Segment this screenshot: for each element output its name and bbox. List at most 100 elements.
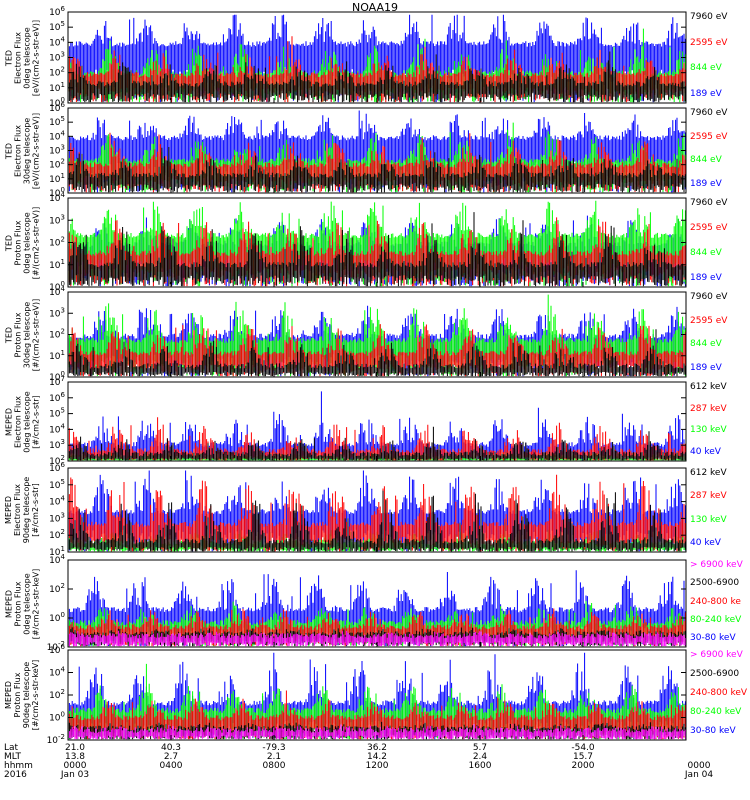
legend-entry: 612 keV	[690, 382, 727, 392]
legend-entry: 287 keV	[690, 403, 727, 414]
y-tick-label: 106	[49, 643, 65, 656]
legend-entry: 189 eV	[690, 273, 722, 283]
y-tick-label: 101	[49, 172, 65, 185]
legend-entry: 189 eV	[690, 179, 722, 189]
y-tick-label: 104	[49, 191, 65, 204]
y-tick-label: 105	[49, 407, 65, 420]
y-tick-label: 102	[49, 528, 65, 541]
legend-entry: 844 eV	[690, 248, 722, 258]
y-tick-label: 100	[49, 96, 65, 109]
footer-hhmm: 0800	[262, 761, 286, 771]
legend-entry: 2595 eV	[690, 131, 728, 142]
legend-entry: 189 eV	[690, 89, 722, 99]
y-tick-label: 106	[49, 461, 65, 474]
legend-entry: 2595 eV	[690, 37, 728, 48]
footer-date: Jan 03	[60, 770, 90, 780]
y-tick-label: 104	[49, 35, 65, 48]
y-tick-label: 101	[49, 81, 65, 94]
y-tick-label: 106	[49, 391, 65, 404]
y-tick-label: 103	[49, 51, 65, 64]
y-tick-label: 103	[49, 438, 65, 451]
y-tick-label: 100	[49, 611, 65, 624]
panel-legend: 7960 eV 2595 eV 844 eV 189 eV	[690, 198, 750, 287]
panel-legend: 7960 eV 2595 eV 844 eV 189 eV	[690, 12, 750, 103]
legend-entry: > 6900 keV	[690, 560, 743, 570]
y-tick-label: 102	[49, 688, 65, 701]
legend-entry: 7960 eV	[690, 198, 728, 208]
y-tick-label: 10-2	[47, 640, 65, 653]
legend-entry: 240-800 ke	[690, 596, 741, 607]
footer-row-label: Lat	[4, 743, 19, 753]
y-tick-label: 101	[49, 349, 65, 362]
y-tick-label: 106	[49, 5, 65, 18]
y-tick-label: 103	[49, 213, 65, 226]
legend-entry: 40 keV	[690, 538, 721, 548]
y-tick-label: 104	[49, 553, 65, 566]
y-tick-label: 100	[49, 280, 65, 293]
footer-lat: 40.3	[160, 743, 182, 753]
legend-entry: > 6900 keV	[690, 650, 743, 660]
legend-entry: 844 eV	[690, 63, 722, 74]
footer-hhmm: 0400	[159, 761, 183, 771]
y-tick-label: 102	[49, 454, 65, 467]
legend-entry: 2500-6900	[690, 578, 740, 589]
legend-entry: 80-240 keV	[690, 707, 742, 717]
footer-row-label: MLT	[4, 752, 22, 762]
footer-lat: -79.3	[262, 743, 286, 753]
y-tick-label: 106	[49, 101, 65, 114]
y-tick-label: 104	[49, 285, 65, 298]
y-tick-label: 102	[49, 328, 65, 341]
footer-hhmm: 1600	[468, 761, 492, 771]
panel-legend: > 6900 keV 2500-6900 240-800 ke 80-240 keV 3…	[690, 560, 750, 647]
orbit-footer: Lat MLT hhmm 2016 21.0 13.8 0000 Jan 03 40.3 2.7 0…	[0, 744, 750, 800]
y-tick-label: 101	[49, 258, 65, 271]
y-tick-label: 100	[49, 370, 65, 383]
footer-hhmm: 2000	[571, 761, 595, 771]
legend-entry: 7960 eV	[690, 12, 728, 22]
footer-mlt: 2.4	[472, 752, 488, 762]
y-tick-label: 102	[49, 158, 65, 171]
footer-mlt: 2.1	[266, 752, 282, 762]
y-tick-label: 103	[49, 511, 65, 524]
y-tick-label: 104	[49, 666, 65, 679]
footer-row-label: 2016	[4, 770, 27, 780]
footer-mlt: 2.7	[163, 752, 179, 762]
y-tick-label: 104	[49, 495, 65, 508]
legend-entry: 130 keV	[690, 514, 727, 525]
legend-entry: 189 eV	[690, 363, 722, 373]
footer-hhmm: 0000	[63, 761, 87, 771]
footer-hhmm: 1200	[365, 761, 389, 771]
y-tick-label: 10-2	[47, 733, 65, 746]
y-tick-label: 107	[49, 375, 65, 388]
legend-entry: 30-80 keV	[690, 726, 736, 736]
footer-mlt: 15.7	[572, 752, 594, 762]
footer-date: Jan 04	[684, 770, 714, 780]
legend-entry: 287 keV	[690, 491, 727, 502]
legend-entry: 30-80 keV	[690, 633, 736, 643]
legend-entry: 2595 eV	[690, 315, 728, 326]
footer-lat: 5.7	[472, 743, 488, 753]
panel-legend: 7960 eV 2595 eV 844 eV 189 eV	[690, 292, 750, 377]
legend-entry: 844 eV	[690, 155, 722, 166]
y-tick-label: 102	[49, 582, 65, 595]
footer-lat: -54.0	[571, 743, 595, 753]
y-tick-label: 100	[49, 711, 65, 724]
y-tick-label: 103	[49, 144, 65, 157]
legend-entry: 240-800 keV	[690, 688, 748, 698]
y-tick-label: 100	[49, 186, 65, 199]
y-tick-label: 104	[49, 422, 65, 435]
legend-entry: 844 eV	[690, 339, 722, 350]
legend-entry: 7960 eV	[690, 292, 728, 302]
footer-row-label: hhmm	[4, 761, 33, 771]
footer-lat: 36.2	[366, 743, 388, 753]
legend-entry: 2500-6900	[690, 669, 740, 679]
y-tick-label: 105	[49, 478, 65, 491]
